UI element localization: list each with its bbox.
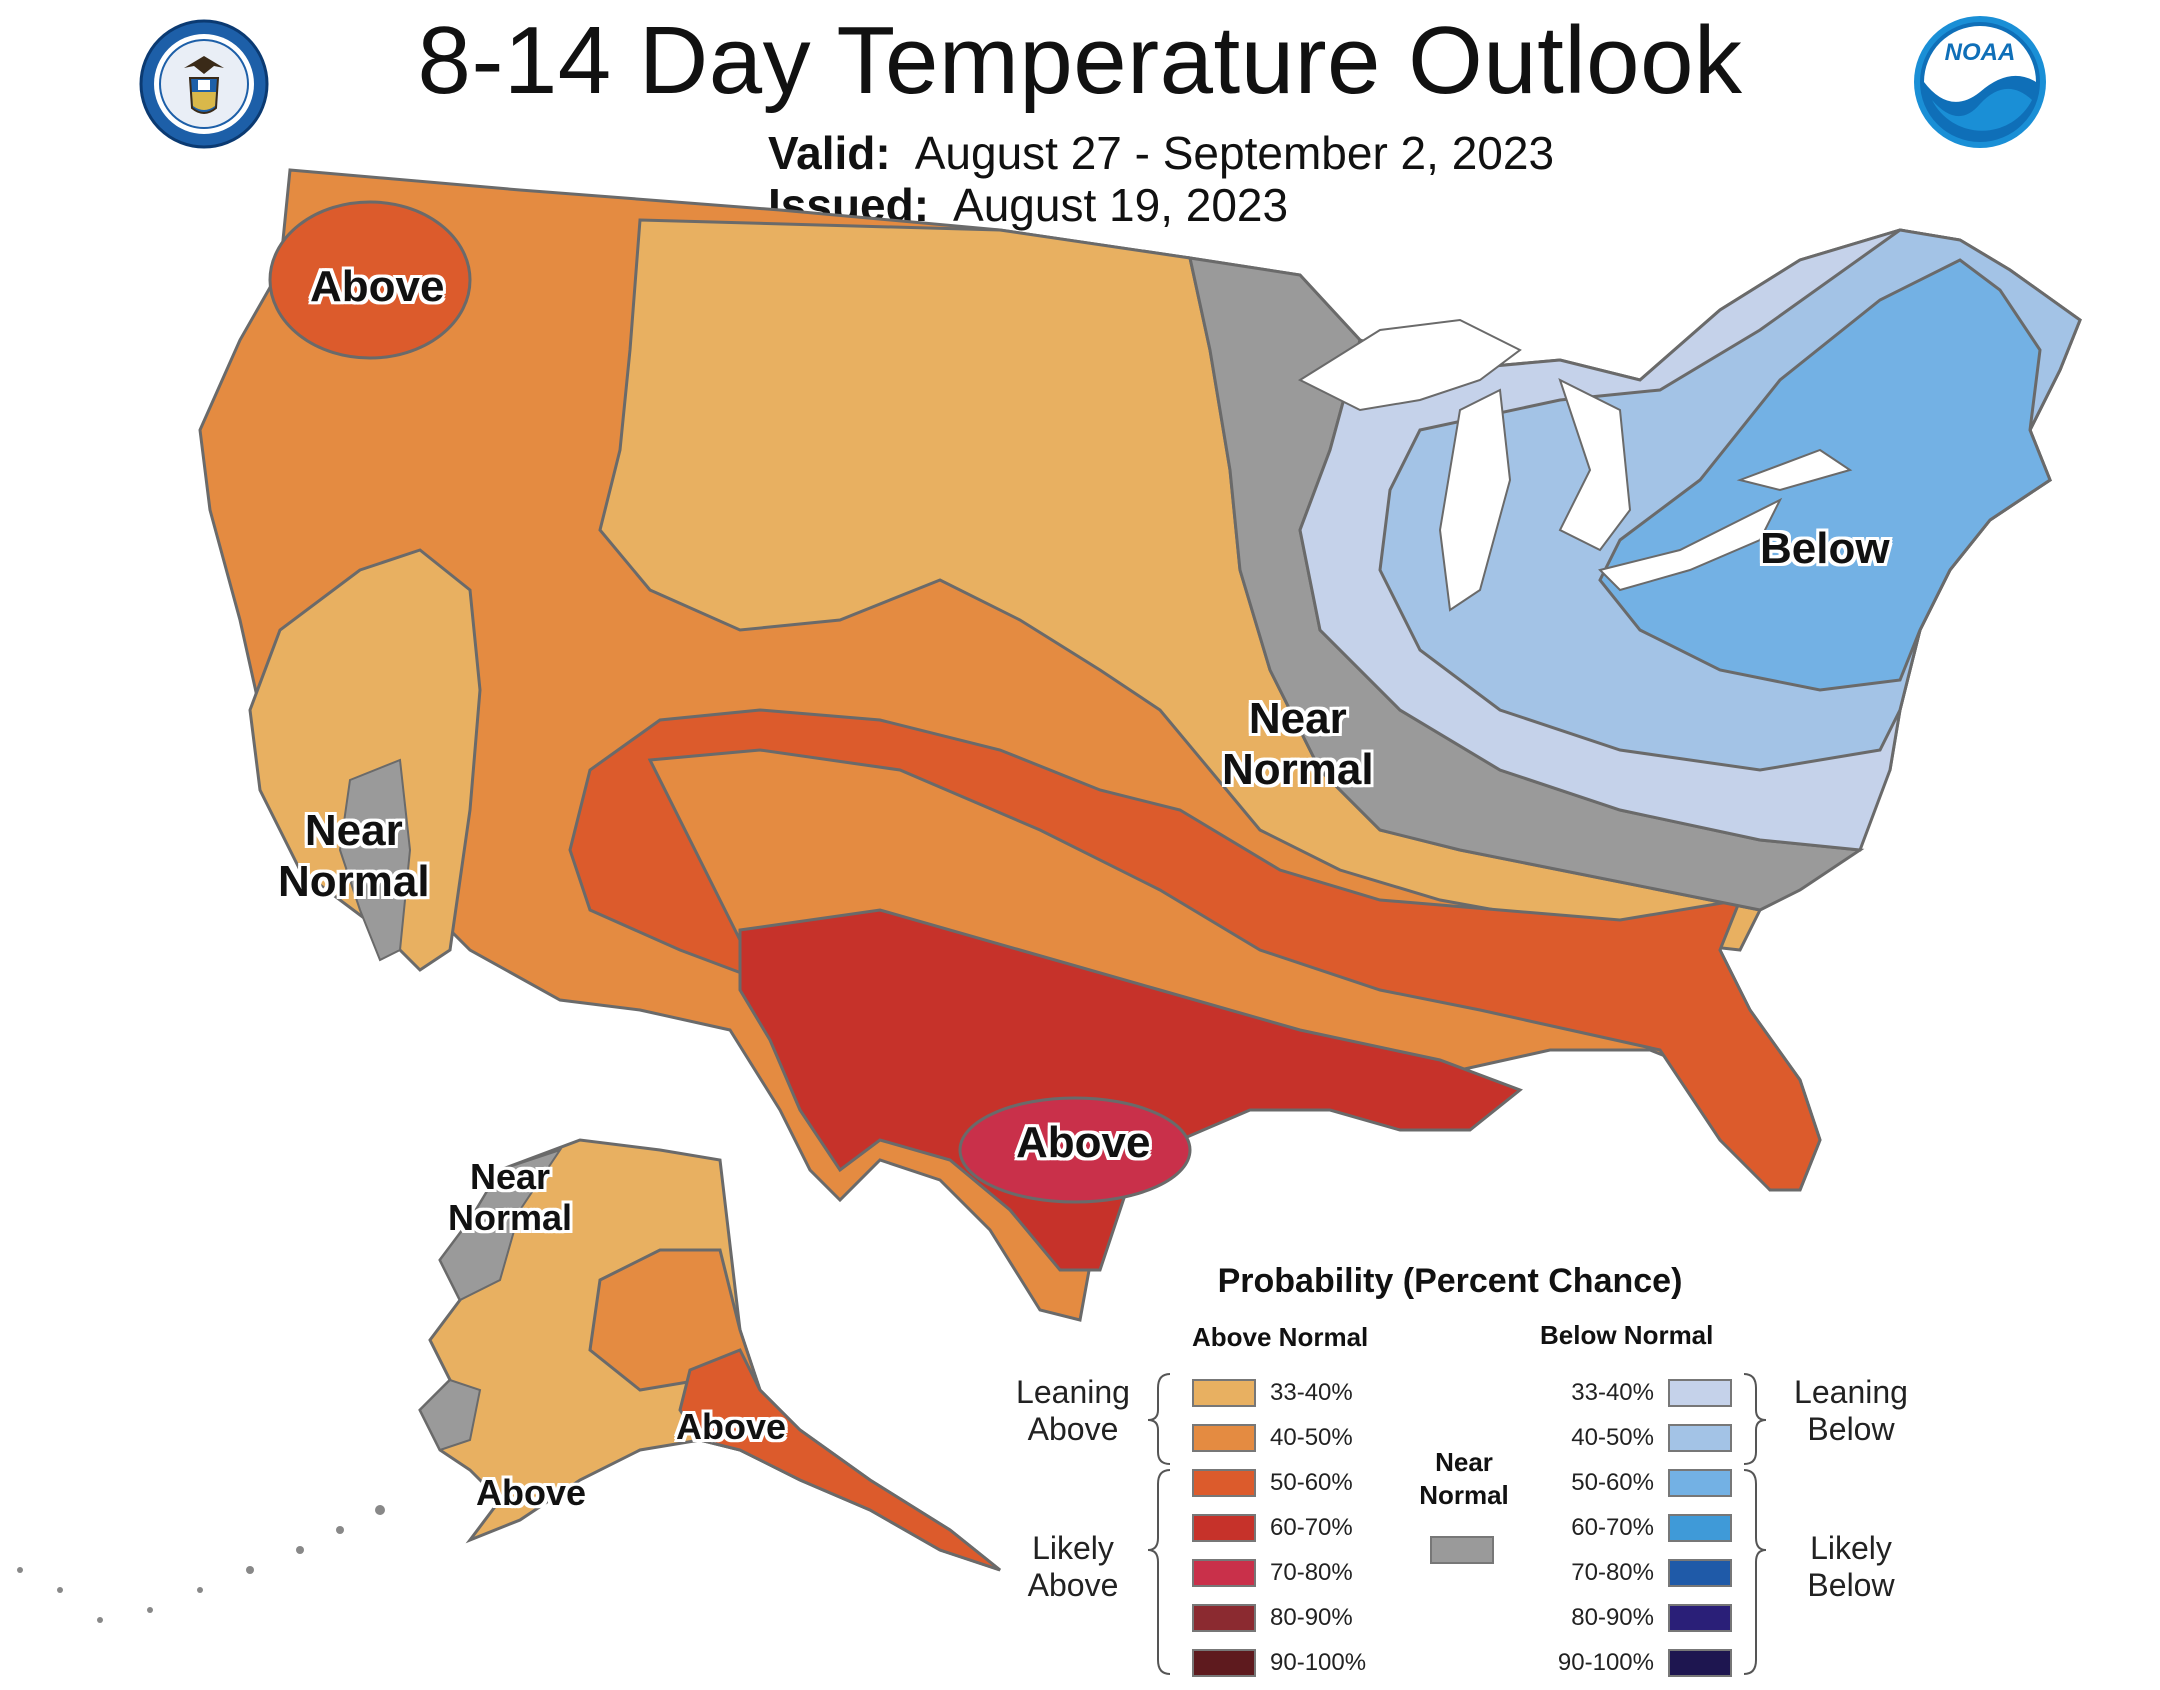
legend-likely-below-line1: Likely xyxy=(1810,1530,1892,1566)
above-legend-percent: 60-70% xyxy=(1270,1514,1353,1541)
below-legend-swatch xyxy=(1668,1514,1732,1542)
legend-above-braces xyxy=(1147,1373,1171,1675)
legend-near-line1: Near xyxy=(1435,1447,1493,1477)
legend-likely-above-line1: Likely xyxy=(1032,1530,1114,1566)
above-legend-row: 60-70% xyxy=(1192,1513,1380,1543)
legend-likely-below-label: Likely Below xyxy=(1776,1530,1926,1604)
label-pacific-nw-above: Above xyxy=(310,262,445,311)
noaa-logo-text: NOAA xyxy=(1945,39,2016,66)
commerce-seal-icon xyxy=(139,19,269,149)
below-legend-percent: 33-40% xyxy=(1571,1379,1654,1406)
above-legend-percent: 80-90% xyxy=(1270,1604,1353,1631)
above-legend-percent: 40-50% xyxy=(1270,1424,1353,1451)
below-legend-swatch xyxy=(1668,1649,1732,1677)
legend-below-header: Below Normal xyxy=(1540,1320,1714,1350)
legend-leaning-below-line1: Leaning xyxy=(1794,1374,1908,1410)
aleutian-islands xyxy=(17,1505,385,1623)
label-california-near-normal: Near Normal xyxy=(278,806,430,907)
below-legend-row: 33-40% xyxy=(1544,1378,1732,1408)
legend-below-braces xyxy=(1743,1373,1767,1675)
label-plains-near: Near xyxy=(1248,694,1347,743)
below-legend-row: 90-100% xyxy=(1544,1648,1732,1678)
above-legend-row: 33-40% xyxy=(1192,1378,1380,1408)
above-legend-swatch xyxy=(1192,1424,1256,1452)
legend-likely-above-line2: Above xyxy=(1027,1566,1119,1603)
valid-label: Valid: xyxy=(768,127,891,179)
below-legend-row: 80-90% xyxy=(1544,1603,1732,1633)
legend-leaning-above-line2: Above xyxy=(1027,1410,1119,1447)
legend-title: Probability (Percent Chance) xyxy=(1217,1262,1683,1300)
below-legend-swatch xyxy=(1668,1559,1732,1587)
above-legend-row: 70-80% xyxy=(1192,1558,1380,1588)
legend-leaning-above-line1: Leaning xyxy=(1016,1374,1130,1410)
texas-bullseye-region xyxy=(958,1096,1192,1204)
above-legend-percent: 70-80% xyxy=(1270,1559,1353,1586)
below-legend-swatch xyxy=(1668,1469,1732,1497)
below-legend-row: 70-80% xyxy=(1544,1558,1732,1588)
label-texas-above: Above xyxy=(1016,1118,1151,1167)
legend-likely-below-line2: Below xyxy=(1807,1566,1895,1603)
legend-above-header: Above Normal xyxy=(1192,1322,1369,1352)
issued-value: August 19, 2023 xyxy=(953,179,1289,231)
great-lakes-region xyxy=(1297,318,1853,612)
above-legend-row: 90-100% xyxy=(1192,1648,1380,1678)
above-legend-percent: 33-40% xyxy=(1270,1379,1353,1406)
central-california-leaning-above-region xyxy=(248,548,482,972)
below-legend-swatch xyxy=(1668,1424,1732,1452)
below-legend-percent: 60-70% xyxy=(1571,1514,1654,1541)
above-legend-swatch xyxy=(1192,1379,1256,1407)
legend-near-normal-header: Near Normal xyxy=(1394,1446,1534,1511)
page-title: 8-14 Day Temperature Outlook xyxy=(417,7,1743,114)
label-alaska-normal: Normal xyxy=(448,1197,573,1239)
legend-leaning-below-label: Leaning Below xyxy=(1776,1374,1926,1448)
label-alaska-south-above: Above xyxy=(476,1472,587,1513)
label-california-normal: Normal xyxy=(278,856,430,906)
below-legend-row: 50-60% xyxy=(1544,1468,1732,1498)
label-alaska-near: Near xyxy=(469,1156,551,1197)
legend-near-line2: Normal xyxy=(1419,1479,1509,1510)
above-legend-swatch xyxy=(1192,1604,1256,1632)
label-california-near: Near xyxy=(304,806,403,855)
california-near-normal-region xyxy=(338,758,412,962)
issued-date: Issued: August 19, 2023 xyxy=(768,178,1288,232)
legend-near-normal-swatch xyxy=(1430,1536,1494,1564)
below-legend-percent: 40-50% xyxy=(1571,1424,1654,1451)
above-legend-swatch xyxy=(1192,1649,1256,1677)
alaska-southeast-likely-above-region xyxy=(678,1348,1001,1572)
below-legend-row: 40-50% xyxy=(1544,1423,1732,1453)
label-alaska-southeast-above: Above xyxy=(676,1406,787,1447)
label-plains-near-normal: Near Normal xyxy=(1222,694,1374,795)
valid-dates: Valid: August 27 - September 2, 2023 xyxy=(768,126,1554,180)
valid-value: August 27 - September 2, 2023 xyxy=(914,127,1555,179)
label-northeast-below: Below xyxy=(1760,524,1890,573)
label-plains-normal: Normal xyxy=(1222,744,1374,794)
above-legend-percent: 50-60% xyxy=(1270,1469,1353,1496)
above-legend-swatch xyxy=(1192,1559,1256,1587)
above-legend-row: 40-50% xyxy=(1192,1423,1380,1453)
noaa-logo-icon: NOAA xyxy=(1914,16,2046,148)
below-legend-swatch xyxy=(1668,1379,1732,1407)
outlook-map xyxy=(17,168,2082,1623)
below-legend-percent: 70-80% xyxy=(1571,1559,1654,1586)
above-legend-row: 80-90% xyxy=(1192,1603,1380,1633)
below-legend-percent: 50-60% xyxy=(1571,1469,1654,1496)
legend-likely-above-label: Likely Above xyxy=(998,1530,1148,1604)
above-legend-swatch xyxy=(1192,1514,1256,1542)
above-legend-percent: 90-100% xyxy=(1270,1649,1367,1676)
southern-plains-likely-above-region xyxy=(568,708,1822,1192)
legend-leaning-above-label: Leaning Above xyxy=(998,1374,1148,1448)
below-legend-percent: 80-90% xyxy=(1571,1604,1654,1631)
alaska-near-normal-region xyxy=(418,1148,563,1452)
below-legend-percent: 90-100% xyxy=(1557,1649,1654,1676)
legend-leaning-below-line2: Below xyxy=(1807,1410,1895,1447)
above-legend-swatch xyxy=(1192,1469,1256,1497)
label-alaska-near-normal: Near Normal xyxy=(448,1156,572,1239)
pacific-nw-likely-above-region xyxy=(268,200,472,360)
below-legend-row: 60-70% xyxy=(1544,1513,1732,1543)
below-legend-swatch xyxy=(1668,1604,1732,1632)
above-legend-row: 50-60% xyxy=(1192,1468,1380,1498)
